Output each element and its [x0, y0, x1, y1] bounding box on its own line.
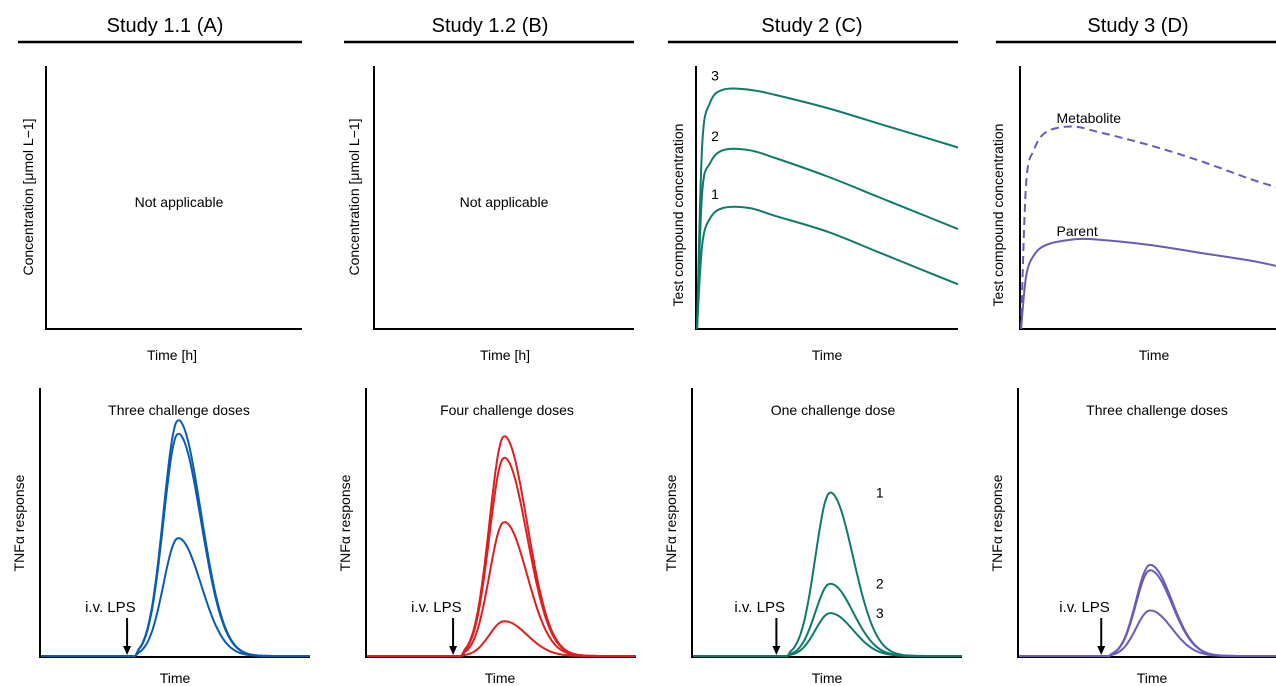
c-bottom-response-curve: [693, 612, 962, 658]
panel-b-top-xlabel: Time [h]: [480, 347, 530, 363]
d-bottom-lps-arrow-head: [1097, 646, 1106, 655]
study-c-title: Study 2 (C): [761, 15, 862, 37]
study-a-title: Study 1.1 (A): [107, 15, 224, 37]
c-top-series-line: [696, 87, 959, 330]
panel-d-bottom-annotation: Three challenge doses: [1086, 402, 1228, 418]
c-bottom-peak-label: 2: [876, 576, 884, 592]
b-bottom-response-curve: [367, 521, 636, 658]
c-top-series-label: 1: [711, 186, 719, 202]
panel-a-bottom-axes: [39, 388, 310, 658]
panel-b-bottom-ylabel: TNFα response: [337, 474, 353, 571]
panel-b-top: Concentration [μmol L−1] Time [h] Not ap…: [346, 66, 634, 363]
panel-c-top: Test compound concentration Time 3 2 1: [670, 66, 959, 363]
panel-b-top-annotation: Not applicable: [460, 194, 549, 210]
study-d-title: Study 3 (D): [1087, 15, 1188, 37]
d-top-series-line: [1020, 237, 1276, 330]
d-bottom-response-curve: [1019, 569, 1276, 658]
panel-c-top-ylabel: Test compound concentration: [670, 124, 686, 307]
a-bottom-lps-label: i.v. LPS: [85, 599, 136, 616]
a-bottom-response-curve: [41, 419, 310, 658]
d-bottom-response-curve: [1019, 609, 1276, 658]
panel-a-top-ylabel: Concentration [μmol L−1]: [20, 118, 36, 275]
panel-a-bottom-xlabel: Time: [160, 670, 191, 686]
c-top-series-line: [696, 147, 959, 330]
panel-c-bottom-ylabel: TNFα response: [663, 474, 679, 571]
panel-d-bottom-ylabel: TNFα response: [989, 474, 1005, 571]
panel-a-bottom-annotation: Three challenge doses: [108, 402, 250, 418]
d-bottom-lps-label: i.v. LPS: [1059, 599, 1110, 616]
panel-b-bottom-annotation: Four challenge doses: [440, 402, 574, 418]
panel-d-top-xlabel: Time: [1139, 347, 1170, 363]
a-bottom-lps-arrow-head: [123, 646, 132, 655]
panel-d-top-ylabel: Test compound concentration: [990, 124, 1006, 307]
panel-a-top: Concentration [μmol L−1] Time [h] Not ap…: [20, 66, 302, 363]
panel-c-bottom: TNFα response Time One challenge dose i.…: [663, 388, 962, 686]
panel-d-bottom-xlabel: Time: [1137, 670, 1168, 686]
panel-a-bottom-ylabel: TNFα response: [11, 474, 27, 571]
panel-a-top-annotation: Not applicable: [135, 194, 224, 210]
c-bottom-lps-label: i.v. LPS: [734, 599, 785, 616]
c-top-series-label: 3: [711, 68, 719, 84]
c-bottom-peak-label: 3: [876, 605, 884, 621]
panel-c-top-xlabel: Time: [812, 347, 843, 363]
d-top-series-label: Metabolite: [1057, 110, 1122, 126]
panel-d-top: Test compound concentration Time Metabol…: [990, 66, 1276, 363]
panel-c-top-axes: [695, 66, 958, 330]
study-b-title: Study 1.2 (B): [432, 15, 549, 37]
b-bottom-response-curve: [367, 456, 636, 658]
c-bottom-response-curve: [693, 491, 962, 658]
c-bottom-response-curve: [693, 582, 962, 658]
b-bottom-response-curve: [367, 435, 636, 658]
a-bottom-response-curve: [41, 537, 310, 658]
d-top-series-label: Parent: [1057, 223, 1098, 239]
panel-b-bottom-axes: [365, 388, 636, 658]
panel-a-top-axes: [45, 66, 302, 330]
panel-d-top-axes: [1019, 66, 1276, 330]
panel-d-bottom-axes: [1017, 388, 1276, 658]
panel-c-bottom-annotation: One challenge dose: [771, 402, 896, 418]
panel-b-bottom: TNFα response Time Four challenge doses …: [337, 388, 636, 686]
d-top-series-line: [1020, 125, 1276, 330]
panel-b-top-axes: [373, 66, 634, 330]
c-bottom-peak-label: 1: [876, 485, 884, 501]
panel-b-top-ylabel: Concentration [μmol L−1]: [346, 118, 362, 275]
b-bottom-response-curve: [367, 620, 636, 658]
panel-a-bottom: TNFα response Time Three challenge doses…: [11, 388, 310, 686]
panel-c-bottom-xlabel: Time: [812, 670, 843, 686]
c-top-series-label: 2: [711, 128, 719, 144]
panel-c-bottom-axes: [691, 388, 962, 658]
c-top-series-line: [696, 205, 959, 330]
c-bottom-lps-arrow-head: [772, 646, 781, 655]
b-bottom-lps-arrow-head: [449, 646, 458, 655]
panel-d-bottom: TNFα response Time Three challenge doses…: [989, 388, 1276, 686]
b-bottom-lps-label: i.v. LPS: [411, 599, 462, 616]
a-bottom-response-curve: [41, 432, 310, 658]
panel-a-top-xlabel: Time [h]: [147, 347, 197, 363]
panel-b-bottom-xlabel: Time: [485, 670, 516, 686]
